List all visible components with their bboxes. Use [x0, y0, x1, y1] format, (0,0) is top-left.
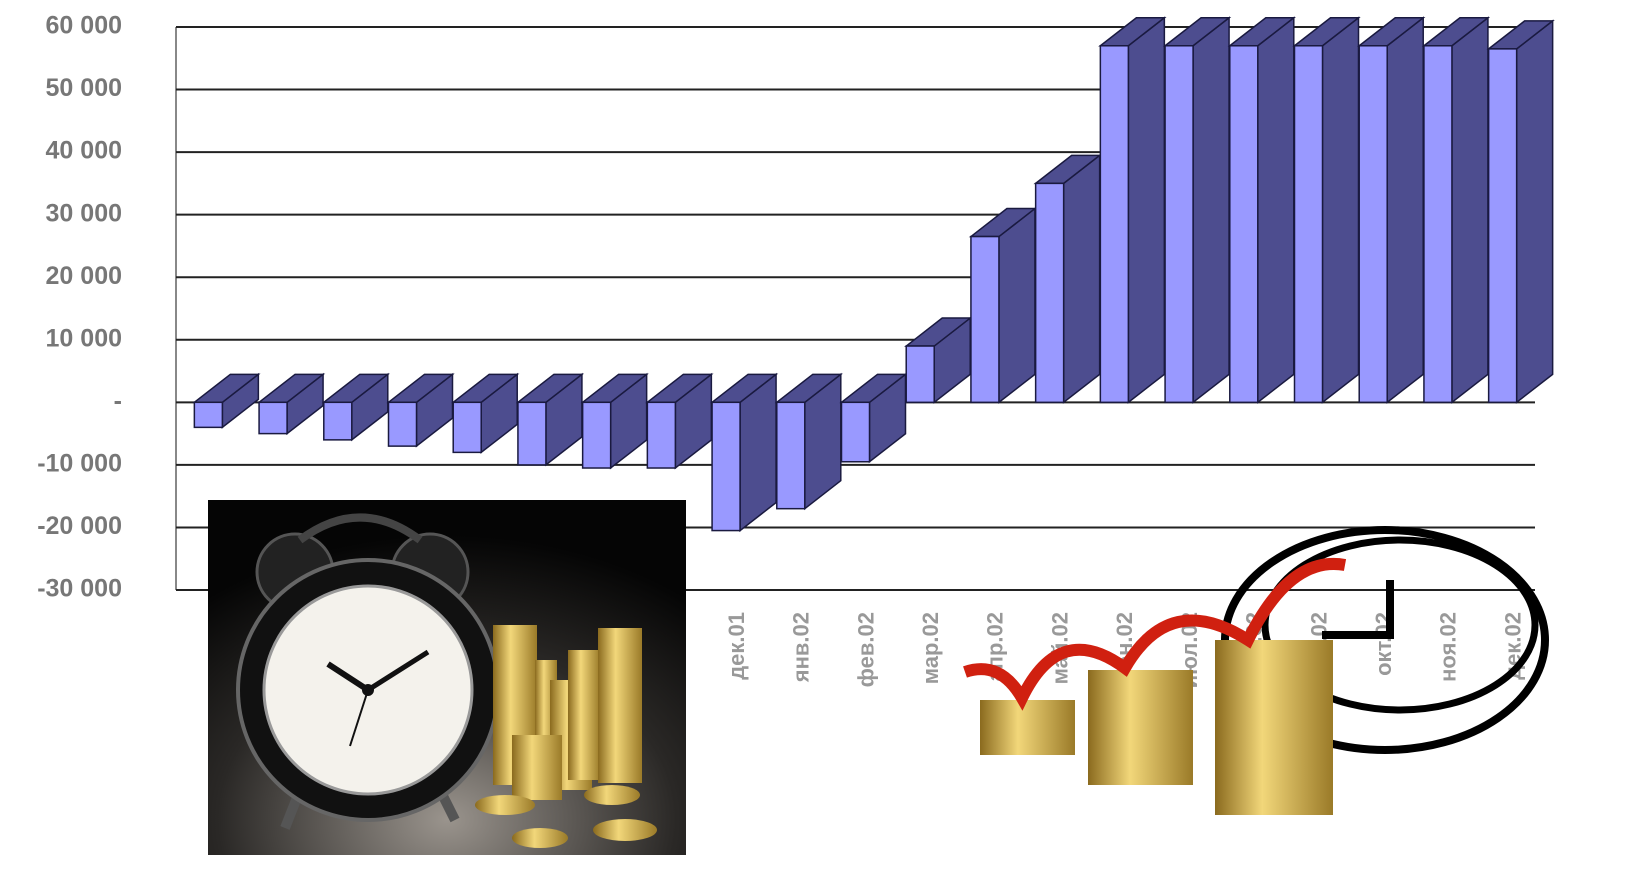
y-tick-label: 30 000 [46, 199, 122, 227]
bar-front [193, 401, 224, 429]
x-tick-label: дек.01 [724, 612, 749, 680]
bar [192, 372, 261, 429]
bar [386, 372, 455, 448]
bar [968, 207, 1038, 404]
bar-front [1034, 182, 1065, 404]
bar-front [517, 401, 547, 466]
bar [709, 372, 779, 533]
bar-front [1358, 45, 1388, 404]
bar [839, 372, 908, 464]
bar-front [970, 235, 1000, 404]
bar [904, 316, 973, 404]
bar [1098, 16, 1167, 404]
y-tick-label: -10 000 [37, 449, 122, 477]
clock-coins-photo [208, 500, 686, 855]
bar-front [1423, 45, 1453, 404]
y-tick-label: - [114, 387, 122, 415]
bar [1033, 153, 1102, 404]
bar-side [1386, 16, 1424, 404]
bar-side [998, 207, 1036, 404]
bar [580, 372, 649, 470]
bar-side [1062, 153, 1101, 404]
bar-front [1293, 45, 1324, 404]
bar-side [1321, 16, 1360, 404]
bar-side [1192, 16, 1230, 404]
y-tick-label: 40 000 [46, 137, 122, 165]
y-tick-label: -30 000 [37, 575, 122, 603]
bar [774, 372, 843, 511]
y-tick-label: 60 000 [46, 12, 122, 40]
bar-front [1229, 45, 1259, 404]
bar-front [646, 401, 677, 469]
bar-front [387, 401, 418, 447]
bar [1486, 19, 1555, 404]
bar-front [1099, 45, 1130, 404]
x-tick-label: ноя.02 [1436, 612, 1461, 682]
y-tick-label: 10 000 [46, 324, 122, 352]
bar-front [258, 401, 288, 435]
bar-side [1127, 16, 1166, 404]
x-tick-label: мар.02 [918, 612, 943, 684]
bar [1162, 16, 1232, 404]
coins-growth-clipart [963, 526, 1549, 815]
bar-front [840, 401, 871, 463]
bar-front [1164, 45, 1194, 404]
bar [451, 372, 520, 454]
bar-front [1487, 48, 1518, 404]
y-tick-label: 50 000 [46, 74, 122, 102]
bar [515, 372, 585, 467]
bar-side [1515, 19, 1554, 404]
bar-front [711, 401, 741, 532]
bar [645, 372, 714, 470]
y-tick-label: 20 000 [46, 262, 122, 290]
bar [1227, 16, 1296, 404]
x-tick-label: янв.02 [789, 612, 814, 683]
bar [321, 372, 390, 442]
bar-front [905, 345, 935, 404]
bar-side [1257, 16, 1295, 404]
bar [1357, 16, 1426, 404]
bar [256, 372, 326, 436]
bar-front [323, 401, 353, 441]
x-tick-label: фев.02 [853, 612, 878, 687]
bar [1421, 16, 1491, 404]
bar-front [776, 401, 806, 510]
bar [1292, 16, 1361, 404]
bar-side [1451, 16, 1489, 404]
bar-front [452, 401, 482, 454]
bar-front [581, 401, 612, 469]
y-tick-label: -20 000 [37, 512, 122, 540]
